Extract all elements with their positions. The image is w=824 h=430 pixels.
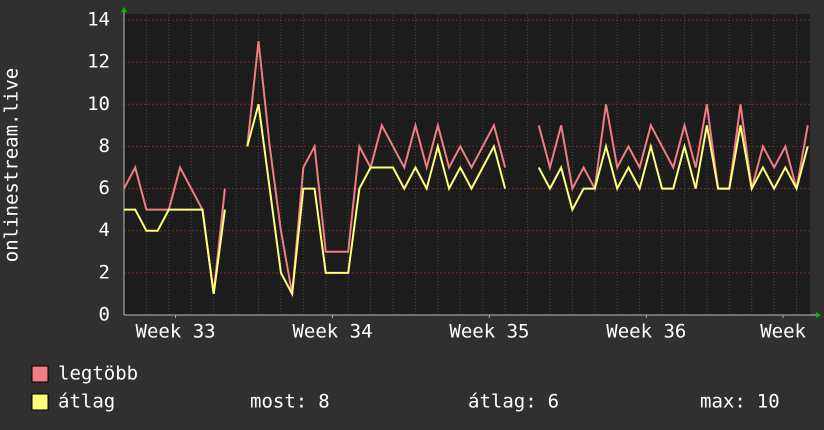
y-tick-label: 10	[87, 93, 110, 115]
x-tick-label: Week 34	[292, 321, 372, 343]
x-tick-label: Week	[760, 321, 806, 343]
y-axis-label: onlinestream.live	[1, 68, 23, 262]
stat-value: 10	[757, 391, 780, 413]
x-tick-label: Week 36	[606, 321, 686, 343]
x-tick-label: Week 33	[136, 321, 216, 343]
legend-swatch	[31, 365, 49, 383]
x-axis-arrow	[816, 312, 821, 318]
legend-label: legtöbb	[58, 363, 138, 385]
stat-label: max:	[700, 391, 746, 413]
stat-label: átlag:	[468, 391, 537, 413]
stat-value: 8	[318, 391, 329, 413]
y-tick-label: 12	[87, 51, 110, 73]
y-tick-label: 8	[99, 135, 110, 157]
y-axis-arrow	[121, 7, 127, 12]
y-tick-label: 4	[99, 219, 110, 241]
x-tick-label: Week 35	[449, 321, 529, 343]
series-line	[124, 104, 809, 298]
stat-value: 6	[548, 391, 559, 413]
y-tick-label: 14	[87, 9, 110, 31]
stat-label: most:	[250, 391, 307, 413]
y-tick-label: 0	[99, 304, 110, 326]
legend-swatch	[31, 393, 49, 411]
legend-label: átlag	[58, 391, 115, 413]
y-tick-label: 2	[99, 261, 110, 283]
y-tick-label: 6	[99, 177, 110, 199]
